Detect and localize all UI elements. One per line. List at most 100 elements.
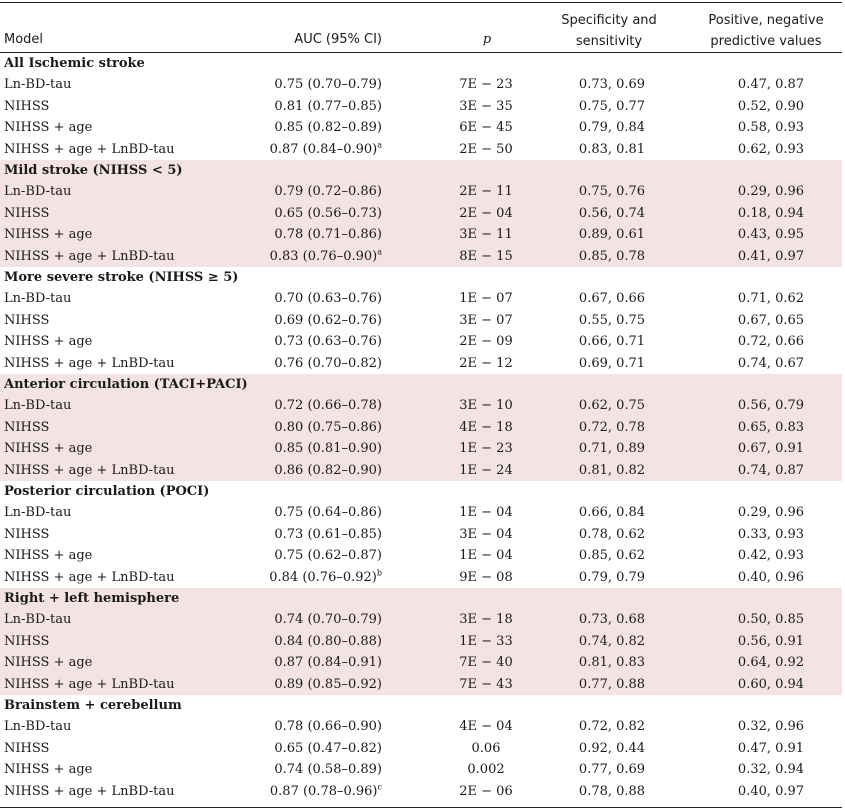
table-row: NIHSS 0.73 (0.61–0.85) 3E − 04 0.78, 0.62 0.… [0,524,842,545]
spec-sens-cell: 0.85, 0.62 [578,548,646,564]
ppv-npv-cell: 0.56, 0.91 [737,633,805,649]
table-header: Model AUC (95% CI) p Specificity and sens… [0,3,842,52]
auc-value: 0.75 (0.64–0.86) [274,505,382,521]
p-value-cell: 3E − 35 [459,98,513,114]
auc-value: 0.65 (0.47–0.82) [274,740,382,756]
table-row: NIHSS + age 0.75 (0.62–0.87) 1E − 04 0.85, … [0,545,842,566]
auc-cell: 0.87 (0.84–0.90)a [240,139,382,160]
auc-cell: 0.65 (0.47–0.82) [240,738,382,759]
header-specificity: Specificity and sensitivity [538,10,680,52]
model-cell: NIHSS + age + LnBD-tau [4,355,175,371]
table-row: NIHSS + age 0.73 (0.63–0.76) 2E − 09 0.66, … [0,331,842,352]
table-row: NIHSS 0.69 (0.62–0.76) 3E − 07 0.55, 0.75 0.… [0,310,842,331]
p-value-cell: 7E − 40 [459,655,513,671]
spec-sens-cell: 0.73, 0.68 [578,612,646,628]
ppv-npv-cell: 0.29, 0.96 [737,184,805,200]
ppv-npv-cell: 0.60, 0.94 [737,676,805,692]
p-value-cell: 3E − 04 [459,526,513,542]
auc-value: 0.79 (0.72–0.86) [274,184,382,200]
model-cell: NIHSS + age + LnBD-tau [4,569,175,585]
auc-value: 0.87 (0.84–0.90) [269,141,378,157]
section-title-row: Mild stroke (NIHSS < 5) [0,160,842,181]
auc-value: 0.75 (0.70–0.79) [274,77,382,93]
auc-value: 0.75 (0.62–0.87) [274,548,382,564]
model-cell: NIHSS + age [4,120,93,136]
table-section: More severe stroke (NIHSS ≥ 5) Ln-BD-tau 0… [0,267,842,374]
ppv-npv-cell: 0.32, 0.96 [737,719,805,735]
model-cell: NIHSS + age + LnBD-tau [4,783,175,799]
p-value-cell: 1E − 24 [459,462,513,478]
p-value-cell: 3E − 11 [459,227,513,243]
table-row: NIHSS + age + LnBD-tau 0.76 (0.70–0.82) 2E… [0,353,842,374]
auc-cell: 0.75 (0.62–0.87) [240,545,382,566]
ppv-npv-cell: 0.52, 0.90 [737,98,805,114]
auc-value: 0.73 (0.61–0.85) [274,526,382,542]
table-row: Ln-BD-tau 0.79 (0.72–0.86) 2E − 11 0.75, 0.… [0,181,842,202]
auc-value: 0.70 (0.63–0.76) [274,291,382,307]
model-cell: NIHSS [4,633,50,649]
table-row: NIHSS 0.84 (0.80–0.88) 1E − 33 0.74, 0.82 0.… [0,631,842,652]
header-spec-line1: Specificity and [561,13,657,28]
auc-cell: 0.84 (0.76–0.92)b [240,567,382,588]
auc-cell: 0.69 (0.62–0.76) [240,310,382,331]
model-cell: NIHSS [4,98,50,114]
spec-sens-cell: 0.89, 0.61 [578,227,646,243]
section-title: Anterior circulation (TACI+PACI) [4,377,248,392]
section-title: All Ischemic stroke [4,56,145,71]
ppv-npv-cell: 0.40, 0.97 [737,783,805,799]
table-row: NIHSS + age + LnBD-tau 0.87 (0.78–0.96)c 2… [0,781,842,802]
auc-cell: 0.80 (0.75–0.86) [240,417,382,438]
footnote-marker: a [377,247,382,257]
spec-sens-cell: 0.77, 0.88 [578,676,646,692]
spec-sens-cell: 0.72, 0.78 [578,419,646,435]
spec-sens-cell: 0.55, 0.75 [578,312,646,328]
p-value-cell: 0.06 [471,740,501,756]
spec-sens-cell: 0.92, 0.44 [578,740,646,756]
auc-cell: 0.75 (0.70–0.79) [240,74,382,95]
auc-value: 0.69 (0.62–0.76) [274,312,382,328]
spec-sens-cell: 0.81, 0.83 [578,655,646,671]
table-section: Posterior circulation (POCI) Ln-BD-tau 0.7… [0,481,842,588]
top-rule [0,2,842,4]
header-ppv-line1: Positive, negative [708,13,824,28]
auc-cell: 0.74 (0.70–0.79) [240,609,382,630]
model-cell: NIHSS + age + LnBD-tau [4,462,175,478]
spec-sens-cell: 0.78, 0.88 [578,783,646,799]
ppv-npv-cell: 0.64, 0.92 [737,655,805,671]
table-section: Anterior circulation (TACI+PACI) Ln-BD-ta… [0,374,842,481]
ppv-npv-cell: 0.71, 0.62 [737,291,805,307]
p-value-cell: 2E − 09 [459,334,513,350]
table-row: NIHSS + age 0.87 (0.84–0.91) 7E − 40 0.81, … [0,652,842,673]
spec-sens-cell: 0.74, 0.82 [578,633,646,649]
header-ppv-line2: predictive values [710,34,822,49]
ppv-npv-cell: 0.67, 0.91 [737,441,805,457]
ppv-npv-cell: 0.32, 0.94 [737,762,805,778]
model-cell: Ln-BD-tau [4,184,72,200]
spec-sens-cell: 0.71, 0.89 [578,441,646,457]
table-row: Ln-BD-tau 0.74 (0.70–0.79) 3E − 18 0.73, 0.… [0,609,842,630]
spec-sens-cell: 0.81, 0.82 [578,462,646,478]
auc-cell: 0.76 (0.70–0.82) [240,353,382,374]
p-value-cell: 1E − 33 [459,633,513,649]
spec-sens-cell: 0.72, 0.82 [578,719,646,735]
auc-value: 0.74 (0.70–0.79) [274,612,382,628]
table-section: Mild stroke (NIHSS < 5) Ln-BD-tau 0.79 (0.… [0,160,842,267]
header-spec-line2: sensitivity [575,34,643,49]
auc-value: 0.85 (0.82–0.89) [274,120,382,136]
p-value-cell: 6E − 45 [459,120,513,136]
header-rule [0,52,842,54]
auc-cell: 0.84 (0.80–0.88) [240,631,382,652]
section-title: More severe stroke (NIHSS ≥ 5) [4,270,239,285]
model-cell: Ln-BD-tau [4,77,72,93]
auc-value: 0.85 (0.81–0.90) [274,441,382,457]
model-cell: NIHSS [4,740,50,756]
spec-sens-cell: 0.56, 0.74 [578,205,646,221]
auc-value: 0.65 (0.56–0.73) [274,205,382,221]
auc-cell: 0.70 (0.63–0.76) [240,288,382,309]
auc-cell: 0.78 (0.66–0.90) [240,716,382,737]
auc-cell: 0.78 (0.71–0.86) [240,224,382,245]
auc-value: 0.72 (0.66–0.78) [274,398,382,414]
model-cell: NIHSS + age + LnBD-tau [4,676,175,692]
p-value-cell: 3E − 07 [459,312,513,328]
section-title: Mild stroke (NIHSS < 5) [4,163,183,178]
